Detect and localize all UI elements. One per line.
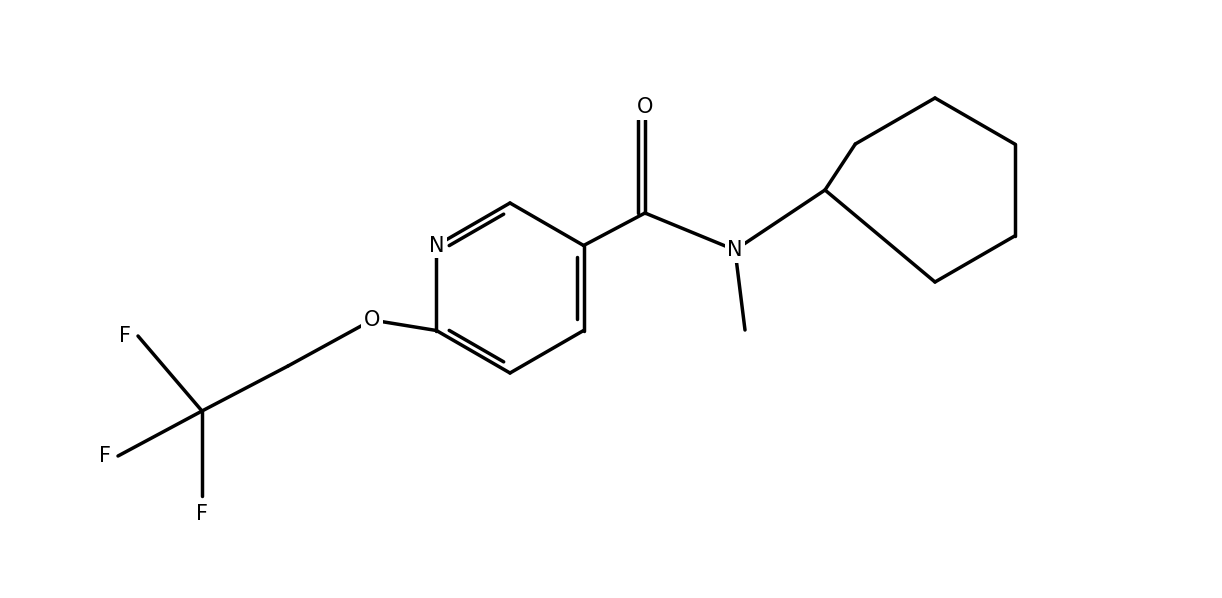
Text: O: O: [364, 310, 380, 330]
Text: F: F: [99, 446, 111, 466]
Text: N: N: [727, 240, 743, 260]
Text: N: N: [429, 236, 444, 255]
Text: F: F: [119, 326, 131, 346]
Text: O: O: [637, 97, 654, 117]
Text: F: F: [196, 504, 208, 524]
